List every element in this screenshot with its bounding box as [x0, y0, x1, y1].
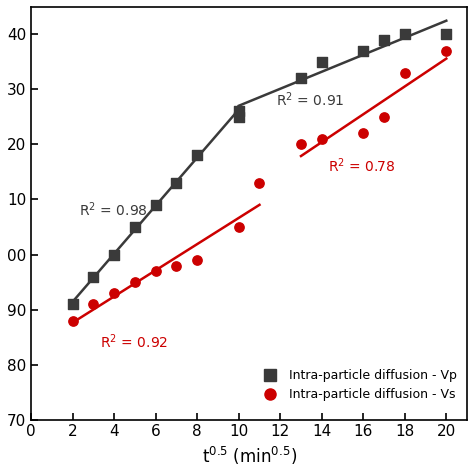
Point: [235, 108, 243, 115]
Point: [359, 47, 367, 55]
Point: [173, 262, 180, 269]
Point: [110, 251, 118, 258]
Point: [131, 223, 139, 231]
Point: [359, 130, 367, 137]
Text: R$^2$ = 0.92: R$^2$ = 0.92: [100, 332, 168, 351]
Point: [90, 300, 97, 308]
X-axis label: t$^{0.5}$ (min$^{0.5}$): t$^{0.5}$ (min$^{0.5}$): [201, 445, 297, 467]
Point: [255, 179, 263, 187]
Text: R$^2$ = 0.91: R$^2$ = 0.91: [276, 91, 345, 109]
Point: [401, 69, 409, 77]
Point: [443, 47, 450, 55]
Point: [69, 317, 76, 324]
Point: [173, 179, 180, 187]
Point: [318, 135, 326, 143]
Point: [110, 289, 118, 297]
Point: [152, 201, 160, 209]
Point: [297, 141, 305, 148]
Point: [193, 256, 201, 264]
Point: [297, 75, 305, 82]
Legend: Intra-particle diffusion - Vp, Intra-particle diffusion - Vs: Intra-particle diffusion - Vp, Intra-par…: [254, 365, 461, 405]
Point: [152, 267, 160, 275]
Point: [443, 31, 450, 38]
Point: [235, 113, 243, 121]
Point: [235, 223, 243, 231]
Point: [69, 300, 76, 308]
Point: [193, 152, 201, 159]
Text: R$^2$ = 0.78: R$^2$ = 0.78: [328, 156, 396, 175]
Point: [318, 58, 326, 66]
Point: [380, 36, 388, 44]
Point: [380, 113, 388, 121]
Point: [90, 273, 97, 280]
Point: [131, 278, 139, 286]
Point: [401, 31, 409, 38]
Text: R$^2$ = 0.98: R$^2$ = 0.98: [79, 201, 148, 219]
